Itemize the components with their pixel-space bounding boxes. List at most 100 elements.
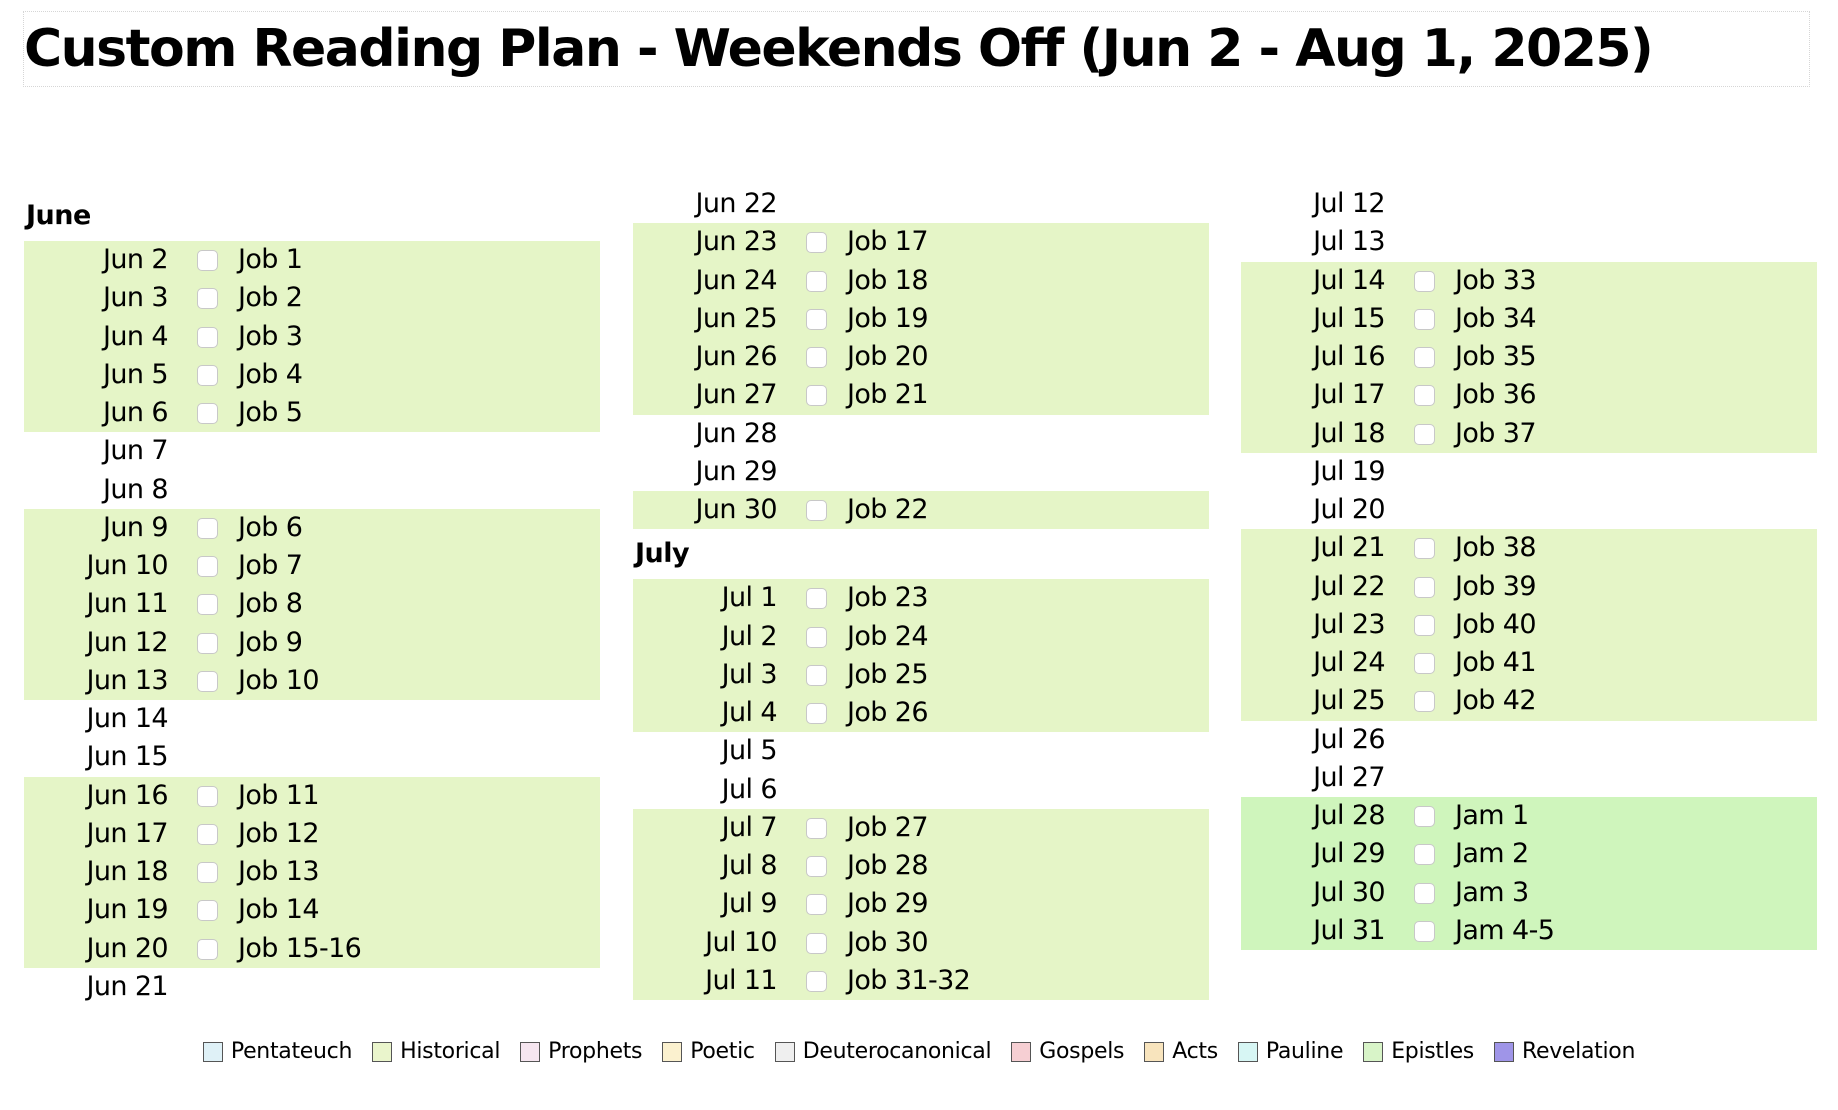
reading-checkbox[interactable] — [1414, 806, 1435, 827]
reading-checkbox[interactable] — [806, 347, 827, 368]
day-date: Jun 13 — [86, 664, 168, 696]
reading-checkbox[interactable] — [806, 232, 827, 254]
reading-day-row: Jun 26 Job 20 — [633, 338, 1209, 377]
day-date: Jun 20 — [86, 932, 168, 964]
reading-checkbox[interactable] — [197, 517, 218, 539]
day-date: Jul 16 — [1313, 341, 1386, 372]
reading-passage: Job 24 — [847, 620, 929, 652]
reading-checkbox[interactable] — [197, 632, 218, 654]
rest-day-row: Jul 6 — [633, 771, 1209, 809]
reading-checkbox[interactable] — [197, 594, 218, 616]
reading-checkbox[interactable] — [806, 588, 827, 610]
day-date: Jul 30 — [1313, 876, 1386, 908]
day-date: Jul 3 — [721, 658, 778, 690]
reading-day-row: Jun 13 Job 10 — [24, 661, 600, 700]
reading-passage: Job 4 — [238, 358, 303, 390]
reading-passage: Job 28 — [847, 850, 929, 881]
column-late-june-july: Jun 22 Jun 23 Job 17 Jun 24 Job 18 Jun 25 Job … — [633, 185, 1209, 1000]
day-date: Jun 23 — [695, 226, 777, 258]
day-date: Jul 5 — [721, 735, 778, 767]
rest-day-row: Jun 29 — [633, 453, 1209, 491]
day-date: Jul 20 — [1313, 494, 1386, 525]
day-date: Jul 10 — [705, 926, 778, 958]
reading-day-row: Jul 25 Job 42 — [1241, 682, 1817, 721]
day-date: Jun 2 — [103, 244, 169, 275]
reading-checkbox[interactable] — [806, 970, 827, 992]
reading-checkbox[interactable] — [197, 670, 218, 692]
reading-checkbox[interactable] — [806, 932, 827, 954]
day-date: Jul 18 — [1313, 417, 1386, 449]
reading-day-row: Jul 23 Job 40 — [1241, 605, 1817, 644]
reading-checkbox[interactable] — [806, 385, 827, 407]
reading-passage: Job 38 — [1455, 532, 1537, 564]
reading-passage: Job 5 — [238, 397, 303, 428]
reading-checkbox[interactable] — [1414, 423, 1435, 445]
reading-checkbox[interactable] — [806, 703, 827, 724]
day-date: Jun 19 — [86, 894, 168, 926]
reading-passage: Job 6 — [238, 511, 303, 543]
reading-day-row: Jul 21 Job 38 — [1241, 529, 1817, 568]
reading-checkbox[interactable] — [1414, 270, 1435, 292]
reading-checkbox[interactable] — [197, 556, 218, 577]
legend-label: Historical — [400, 1039, 501, 1064]
reading-checkbox[interactable] — [1414, 347, 1435, 368]
reading-checkbox[interactable] — [197, 862, 218, 883]
reading-day-row: Jul 28 Jam 1 — [1241, 797, 1817, 836]
reading-checkbox[interactable] — [197, 823, 218, 845]
reading-checkbox[interactable] — [197, 326, 218, 348]
reading-day-row: Jun 4 Job 3 — [24, 317, 600, 356]
reading-checkbox[interactable] — [1414, 308, 1435, 330]
reading-checkbox[interactable] — [806, 817, 827, 839]
month-heading: July — [635, 538, 690, 570]
reading-checkbox[interactable] — [806, 856, 827, 877]
rest-day-row: Jul 5 — [633, 732, 1209, 770]
day-date: Jul 27 — [1313, 761, 1386, 793]
reading-passage: Job 26 — [847, 697, 929, 728]
legend-item: Prophets — [520, 1039, 643, 1064]
reading-passage: Job 12 — [238, 817, 320, 849]
reading-checkbox[interactable] — [197, 288, 218, 310]
reading-checkbox[interactable] — [1414, 882, 1435, 904]
reading-checkbox[interactable] — [1414, 653, 1435, 674]
day-date: Jul 24 — [1313, 647, 1386, 678]
reading-checkbox[interactable] — [197, 364, 218, 386]
page-title: Custom Reading Plan - Weekends Off (Jun … — [24, 19, 1654, 79]
day-date: Jul 15 — [1313, 302, 1386, 334]
reading-checkbox[interactable] — [1414, 538, 1435, 560]
rest-day-row: Jun 28 — [633, 415, 1209, 453]
day-date: Jul 17 — [1313, 379, 1386, 411]
rest-day-row: Jul 20 — [1241, 491, 1817, 529]
reading-checkbox[interactable] — [197, 938, 218, 960]
reading-passage: Job 39 — [1455, 570, 1537, 602]
reading-checkbox[interactable] — [1414, 614, 1435, 636]
reading-checkbox[interactable] — [806, 626, 827, 648]
reading-checkbox[interactable] — [197, 250, 218, 271]
legend-item: Pauline — [1237, 1039, 1343, 1064]
reading-day-row: Jun 25 Job 19 — [633, 299, 1209, 338]
reading-passage: Job 11 — [238, 779, 320, 811]
reading-checkbox[interactable] — [1414, 385, 1435, 407]
reading-day-row: Jun 3 Job 2 — [24, 279, 600, 318]
reading-checkbox[interactable] — [1414, 691, 1435, 713]
reading-day-row: Jul 31 Jam 4-5 — [1241, 911, 1817, 950]
reading-day-row: Jul 2 Job 24 — [633, 617, 1209, 656]
reading-day-row: Jun 2 Job 1 — [24, 241, 600, 280]
reading-checkbox[interactable] — [197, 785, 218, 807]
reading-checkbox[interactable] — [197, 900, 218, 922]
legend-item: Poetic — [662, 1039, 755, 1064]
reading-checkbox[interactable] — [806, 894, 827, 916]
reading-checkbox[interactable] — [806, 664, 827, 686]
reading-day-row: Jun 18 Job 13 — [24, 853, 600, 892]
reading-checkbox[interactable] — [1414, 920, 1435, 942]
reading-passage: Job 15-16 — [238, 932, 362, 964]
reading-day-row: Jun 11 Job 8 — [24, 585, 600, 624]
rest-day-row: Jul 27 — [1241, 759, 1817, 797]
reading-checkbox[interactable] — [1414, 576, 1435, 598]
reading-checkbox[interactable] — [806, 308, 827, 330]
reading-checkbox[interactable] — [806, 500, 827, 521]
reading-passage: Jam 1 — [1455, 800, 1529, 831]
reading-checkbox[interactable] — [806, 270, 827, 292]
reading-checkbox[interactable] — [1414, 844, 1435, 866]
reading-checkbox[interactable] — [197, 403, 218, 424]
